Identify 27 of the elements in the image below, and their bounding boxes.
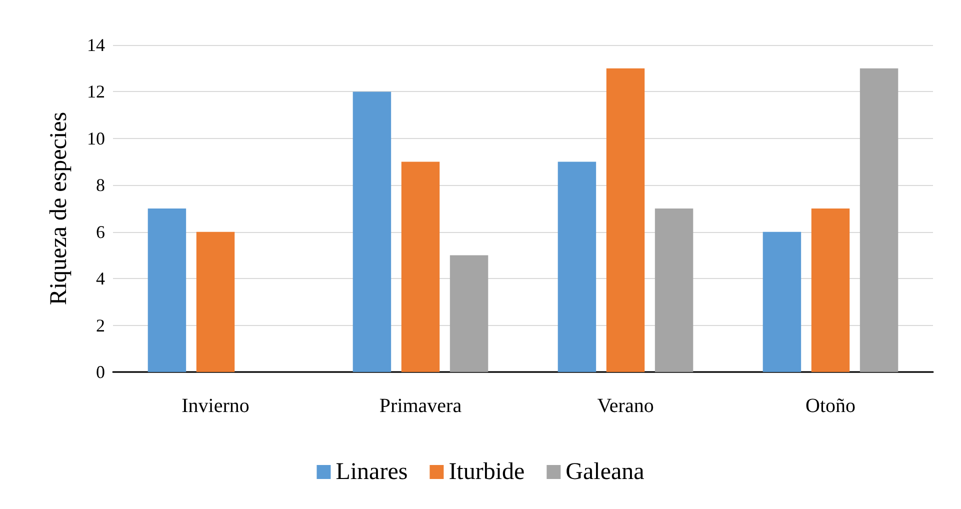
bar — [401, 162, 440, 372]
legend-label: Linares — [336, 459, 408, 485]
bar — [860, 68, 898, 372]
bar — [811, 208, 850, 372]
bar — [450, 255, 488, 372]
y-tick-label: 14 — [87, 35, 105, 55]
x-tick-label: Primavera — [379, 395, 462, 417]
x-tick-label: Invierno — [182, 395, 250, 417]
y-tick-label: 10 — [87, 128, 105, 148]
y-axis-title: Riqueza de especies — [46, 112, 72, 306]
bar — [654, 208, 694, 372]
bar — [558, 162, 596, 372]
legend-label: Galeana — [566, 459, 645, 485]
bar — [148, 208, 186, 372]
y-tick-label: 0 — [96, 362, 105, 382]
bar — [196, 232, 235, 372]
y-tick-label: 8 — [96, 175, 105, 196]
x-tick-label: Otoño — [806, 395, 856, 417]
y-tick-label: 6 — [96, 222, 105, 242]
bar — [762, 232, 802, 372]
x-tick-label: Verano — [597, 395, 654, 417]
bar — [352, 92, 392, 372]
y-tick-label: 12 — [87, 82, 105, 102]
legend-label: Iturbide — [448, 459, 525, 485]
bar — [606, 68, 645, 372]
y-tick-label: 4 — [96, 268, 105, 289]
y-tick-label: 2 — [96, 315, 105, 336]
